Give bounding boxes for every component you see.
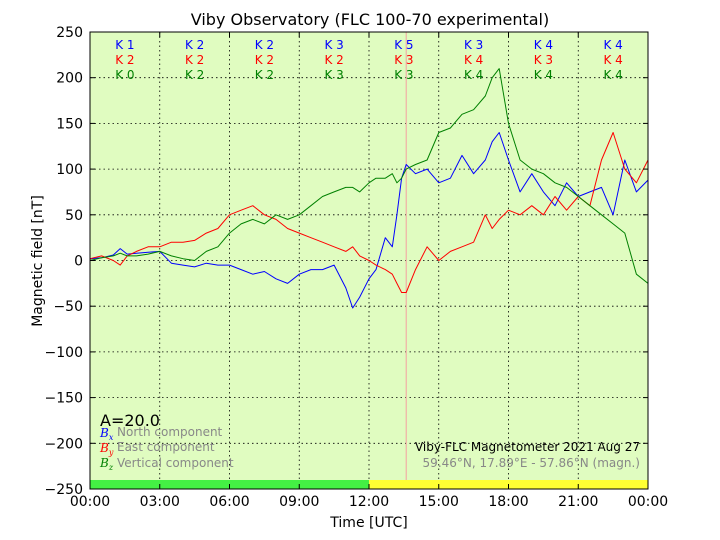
x-tick-label: 09:00	[279, 494, 319, 510]
legend-label-east: East component	[117, 440, 215, 454]
k-index-north: K 5	[394, 38, 413, 52]
legend-label-vertical: Vertical component	[117, 456, 234, 470]
x-tick-label: 18:00	[488, 494, 528, 510]
k-index-north: K 4	[534, 38, 553, 52]
k-index-vertical: K 4	[464, 68, 483, 82]
k-index-north: K 2	[185, 38, 204, 52]
k-index-east: K 4	[603, 53, 622, 67]
k-index-east: K 2	[324, 53, 343, 67]
y-axis-ticks: 250 200 150 100 50 0 −50 −100 −150 −200 −250	[45, 25, 648, 498]
y-tick-label: −50	[53, 299, 83, 315]
k-index-vertical: K 2	[185, 68, 204, 82]
k-index-east: K 3	[534, 53, 553, 67]
x-axis-title: Time [UTC]	[329, 515, 407, 531]
y-tick-label: −150	[45, 391, 83, 407]
k-index-east: K 3	[394, 53, 413, 67]
station-info: Viby-FLC Magnetometer 2021 Aug 27	[415, 440, 640, 454]
x-tick-label: 12:00	[349, 494, 389, 510]
k-index-east: K 2	[255, 53, 274, 67]
east-component-line	[89, 132, 649, 293]
y-tick-label: 50	[65, 208, 83, 224]
x-tick-label: 00:00	[628, 494, 668, 510]
k-index-vertical: K 3	[324, 68, 343, 82]
k-index-vertical: K 2	[255, 68, 274, 82]
k-index-vertical: K 0	[115, 68, 134, 82]
legend-label-north: North component	[117, 425, 223, 439]
legend-item-vertical: Bz Vertical component	[99, 456, 234, 472]
vertical-component-line	[89, 68, 649, 284]
k-index-east: K 4	[464, 53, 483, 67]
y-tick-label: −250	[45, 482, 83, 498]
k-index-north: K 3	[464, 38, 483, 52]
x-tick-label: 06:00	[209, 494, 249, 510]
k-index-east: K 2	[115, 53, 134, 67]
series-layer	[89, 68, 649, 309]
coordinates-info: 59.46°N, 17.89°E - 57.86°N (magn.)	[423, 456, 640, 470]
y-tick-label: 0	[74, 254, 83, 270]
y-tick-label: −100	[45, 345, 83, 361]
k-index-north: K 3	[324, 38, 343, 52]
x-tick-label: 21:00	[558, 494, 598, 510]
x-axis-ticks: 00:00 03:00 06:00 09:00 12:00 15:00 18:00 21:00…	[70, 32, 668, 510]
k-index-east: K 2	[185, 53, 204, 67]
k-index-north: K 2	[255, 38, 274, 52]
k-index-north: K 4	[603, 38, 622, 52]
a-index-label: A=20.0	[100, 411, 160, 430]
legend: Bx North component By East component Bz …	[99, 425, 234, 472]
x-tick-label: 03:00	[140, 494, 180, 510]
y-axis-title: Magnetic field [nT]	[30, 195, 46, 327]
north-component-line	[89, 132, 649, 309]
k-index-vertical: K 3	[394, 68, 413, 82]
y-tick-label: −200	[45, 436, 83, 452]
x-tick-label: 15:00	[419, 494, 459, 510]
k-index-vertical: K 4	[534, 68, 553, 82]
x-tick-label: 00:00	[70, 494, 110, 510]
y-tick-label: 250	[56, 25, 83, 41]
k-index-north: K 1	[115, 38, 134, 52]
y-tick-label: 200	[56, 71, 83, 87]
chart-title: Viby Observatory (FLC 100-70 experimenta…	[191, 10, 550, 29]
y-tick-label: 150	[56, 116, 83, 132]
k-index-vertical: K 4	[603, 68, 622, 82]
y-tick-label: 100	[56, 162, 83, 178]
